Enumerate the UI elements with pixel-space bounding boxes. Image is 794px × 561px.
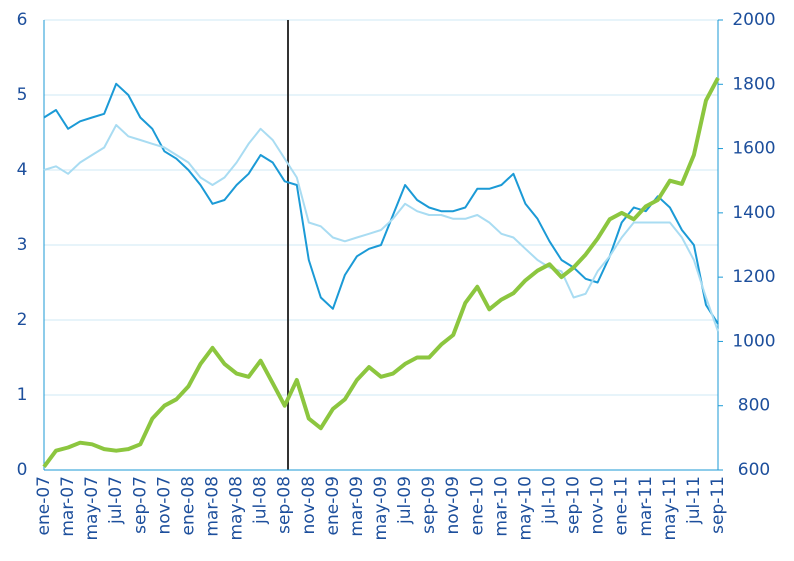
x-tick-label: sep-11 bbox=[708, 476, 728, 534]
series-line bbox=[43, 82, 719, 325]
y2-tick-label: 800 bbox=[738, 396, 770, 416]
y-tick-label: 3 bbox=[17, 235, 28, 255]
x-tick-label: may-08 bbox=[227, 476, 247, 541]
x-tick-label: nov-10 bbox=[588, 476, 608, 535]
y-tick-label: 4 bbox=[17, 160, 28, 180]
x-tick-label: may-07 bbox=[82, 476, 102, 541]
x-tick-label: jul-07 bbox=[106, 476, 126, 525]
series-line bbox=[43, 124, 719, 332]
y-tick-label: 0 bbox=[17, 460, 28, 480]
x-tick-label: nov-08 bbox=[299, 476, 319, 535]
y2-tick-label: 1200 bbox=[732, 267, 775, 287]
x-tick-label: ene-09 bbox=[323, 476, 343, 535]
x-tick-label: nov-09 bbox=[443, 476, 463, 535]
x-tick-label: mar-07 bbox=[58, 476, 78, 537]
y2-tick-label: 600 bbox=[738, 460, 770, 480]
y-tick-label: 5 bbox=[17, 85, 28, 105]
x-tick-label: ene-11 bbox=[612, 476, 632, 535]
x-tick-label: ene-10 bbox=[467, 476, 487, 535]
x-tick-label: ene-08 bbox=[178, 476, 198, 535]
x-tick-label: may-11 bbox=[660, 476, 680, 541]
x-tick-label: may-10 bbox=[515, 476, 535, 541]
x-tick-label: sep-10 bbox=[564, 476, 584, 534]
y-tick-label: 1 bbox=[17, 385, 28, 405]
x-tick-label: mar-10 bbox=[491, 476, 511, 537]
series-line bbox=[42, 76, 720, 468]
y2-tick-label: 2000 bbox=[732, 10, 775, 30]
x-tick-label: mar-09 bbox=[347, 476, 367, 537]
x-tick-label: jul-11 bbox=[684, 476, 704, 525]
x-tick-label: jul-08 bbox=[251, 476, 271, 525]
x-tick-label: mar-11 bbox=[636, 476, 656, 537]
x-tick-label: jul-09 bbox=[395, 476, 415, 525]
y-tick-label: 2 bbox=[17, 310, 28, 330]
y2-tick-label: 1400 bbox=[732, 203, 775, 223]
x-tick-label: sep-08 bbox=[275, 476, 295, 534]
y2-tick-label: 1800 bbox=[732, 74, 775, 94]
x-tick-label: sep-07 bbox=[130, 476, 150, 534]
x-tick-label: sep-09 bbox=[419, 476, 439, 534]
x-tick-label: mar-08 bbox=[203, 476, 223, 537]
x-tick-label: may-09 bbox=[371, 476, 391, 541]
y2-tick-label: 1000 bbox=[732, 331, 775, 351]
x-tick-label: jul-10 bbox=[540, 476, 560, 525]
y-tick-label: 6 bbox=[17, 10, 28, 30]
x-tick-label: nov-07 bbox=[154, 476, 174, 535]
x-tick-label: ene-07 bbox=[34, 476, 54, 535]
y2-tick-label: 1600 bbox=[732, 139, 775, 159]
